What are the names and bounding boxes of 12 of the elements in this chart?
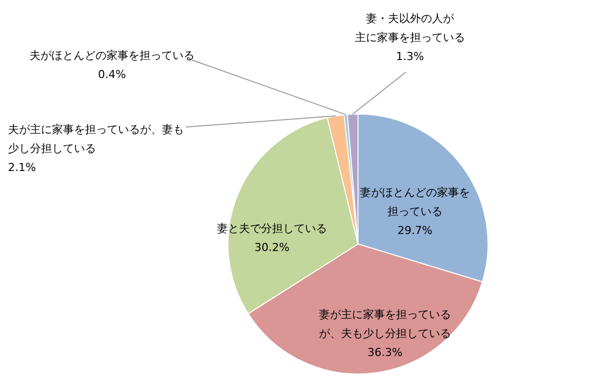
data-label: 29.7%: [398, 224, 432, 237]
data-label: 36.3%: [368, 346, 402, 359]
data-label: 2.1%: [8, 161, 36, 174]
data-label: 0.4%: [98, 68, 126, 81]
data-label: 30.2%: [254, 241, 290, 254]
data-label: 1.3%: [396, 50, 424, 63]
slice-label: 夫がほとんどの家事を担っている: [30, 49, 194, 62]
slice-label: 妻と夫で分担している: [217, 222, 327, 235]
slice-label: 妻が主に家事を担っているが、夫も少し分担している: [319, 308, 451, 340]
slice-label: 妻・夫以外の人が主に家事を担っている: [355, 12, 465, 44]
slice-label: 夫が主に家事を担っているが、妻も少し分担している: [8, 123, 184, 155]
slice-label: 妻がほとんどの家事を担っている: [360, 186, 470, 218]
